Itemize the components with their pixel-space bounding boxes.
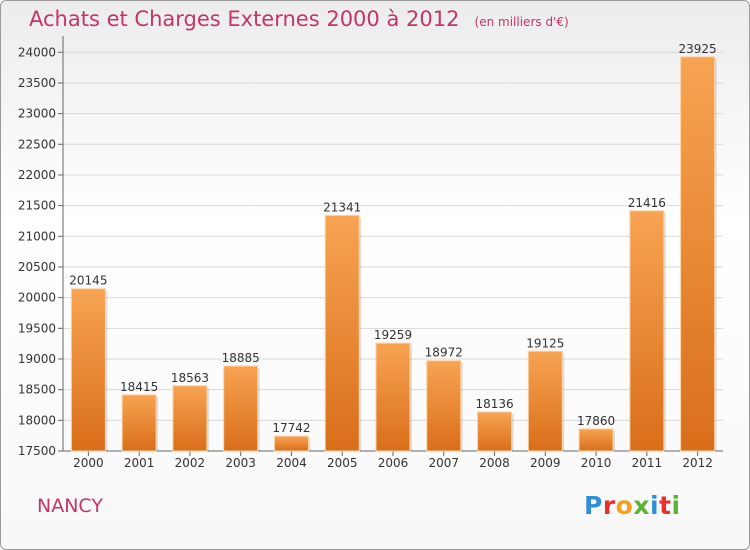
data-label: 20145 [69,274,107,288]
data-label: 18136 [475,397,513,411]
x-tick-label: 2008 [479,456,510,470]
x-tick-label: 2004 [276,456,307,470]
y-tick-label: 19000 [18,352,56,366]
logo-letter: i [671,491,681,520]
y-tick-label: 20000 [18,291,56,305]
bar-2010 [578,428,614,452]
x-tick-label: 2007 [428,456,459,470]
data-label: 17860 [577,414,615,428]
data-labels: 20145 18415 18563 18885 17742 21341 19259 18972… [69,42,716,435]
chart-subtitle: (en milliers d'€) [474,15,569,29]
x-tick-label: 2002 [175,456,206,470]
y-tick-label: 20500 [18,260,56,274]
logo-letter: o [615,491,634,520]
logo-letter: P [584,491,603,520]
proxiti-logo: Proxiti [584,491,681,520]
x-tick-label: 2003 [225,456,256,470]
x-tick-label: 2006 [378,456,409,470]
y-tick-label: 19500 [18,321,56,335]
y-tick-label: 22000 [18,168,56,182]
y-tick-label: 21000 [18,229,56,243]
bar-2011 [629,210,665,452]
title-row: Achats et Charges Externes 2000 à 2012 (… [29,7,569,31]
data-label: 18563 [171,371,209,385]
x-tick-label: 2011 [632,456,663,470]
x-tick-label: 2000 [73,456,104,470]
x-tick-label: 2012 [682,456,713,470]
x-tick-label: 2001 [124,456,155,470]
data-label: 17742 [272,421,310,435]
x-tick-label: 2009 [530,456,561,470]
bar-2000 [70,288,106,452]
y-tick-label: 17500 [18,444,56,458]
data-label: 18415 [120,380,158,394]
x-tick-label: 2005 [327,456,358,470]
bar-2002 [172,385,208,452]
bar-2006 [375,342,411,452]
data-label: 21341 [323,200,361,214]
data-label: 23925 [679,42,717,56]
bar-2007 [426,360,462,452]
bar-2009 [527,350,563,452]
y-tick-label: 18500 [18,383,56,397]
axes: 17500 18000 18500 19000 19500 20000 20500 21000… [18,36,723,470]
logo-letter: t [659,491,672,520]
city-name: NANCY [37,495,103,517]
bar-2005 [324,214,360,452]
bars [70,56,717,452]
y-tick-label: 22500 [18,137,56,151]
data-label: 19259 [374,328,412,342]
y-tick-label: 23500 [18,76,56,90]
bar-2008 [477,411,513,452]
logo-letter: i [650,491,660,520]
data-label: 18972 [425,346,463,360]
logo-letter: x [633,491,650,520]
bar-2012 [680,56,716,452]
y-tick-label: 21500 [18,199,56,213]
x-tick-label: 2010 [581,456,612,470]
y-tick-label: 24000 [18,45,56,59]
data-label: 21416 [628,196,666,210]
y-tick-label: 23000 [18,107,56,121]
bar-2003 [223,365,259,452]
data-label: 19125 [526,336,564,350]
bar-2001 [121,394,157,452]
logo-letter: r [602,491,616,520]
bar-2004 [273,435,309,452]
chart-title: Achats et Charges Externes 2000 à 2012 [29,7,460,31]
y-tick-label: 18000 [18,413,56,427]
data-label: 18885 [222,351,260,365]
